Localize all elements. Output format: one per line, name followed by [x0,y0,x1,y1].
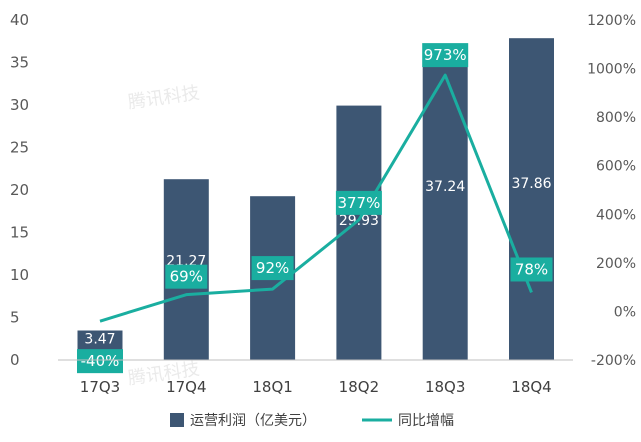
growth-label-text: 377% [337,194,380,212]
growth-label-17Q3: -40% [77,349,123,374]
left-tick-label: 40 [10,11,29,29]
left-tick-label: 5 [10,309,20,327]
right-tick-label: 400% [596,207,636,223]
left-axis: 0 5 10 15 20 25 30 35 40 [10,11,29,369]
watermark-top: 腾讯科技 [127,83,201,114]
left-tick-label: 0 [10,351,20,369]
left-tick-label: 30 [10,96,29,114]
bar-18Q4 [509,38,554,360]
growth-label-box [77,349,123,374]
legend: 运营利润（亿美元） 同比增幅 [170,413,454,429]
x-tick-label: 17Q4 [166,378,206,396]
x-tick-label: 17Q3 [80,378,120,396]
left-tick-label: 20 [10,181,29,199]
right-tick-label: 800% [596,110,636,126]
growth-label-18Q4: 78% [510,257,553,282]
x-tick-label: 18Q1 [252,378,292,396]
bar-value-label: 3.47 [84,332,115,348]
growth-label-box [335,190,382,215]
bar-value-label: 37.24 [425,179,465,195]
legend-bar-swatch [170,413,184,427]
growth-label-text: 92% [256,259,289,277]
legend-bar-label: 运营利润（亿美元） [190,413,316,429]
left-tick-label: 10 [10,266,29,284]
growth-label-18Q3: 973% [422,43,469,68]
right-tick-label: 1200% [587,13,636,29]
x-tick-label: 18Q4 [511,378,551,396]
legend-line-label: 同比增幅 [398,413,454,429]
line-series [99,73,533,323]
growth-label-box [510,257,553,282]
left-tick-label: 25 [10,139,29,157]
x-tick-label: 18Q3 [425,378,465,396]
growth-label-18Q2: 377% [335,190,382,215]
growth-labels: -40% 69% 92% 377% 973% 78% [77,43,553,374]
right-tick-label: 1000% [587,62,636,78]
right-tick-label: -200% [591,353,636,369]
left-tick-label: 15 [10,224,29,242]
right-tick-label: 200% [596,256,636,272]
growth-line [99,73,533,323]
growth-label-text: 69% [170,268,203,286]
growth-label-18Q1: 92% [251,256,294,281]
growth-label-text: -40% [81,352,120,370]
x-tick-label: 18Q2 [339,378,379,396]
growth-label-text: 78% [515,260,548,278]
growth-label-box [165,264,208,289]
bar-18Q3 [422,43,468,361]
right-tick-label: 600% [596,159,636,175]
growth-label-box [251,256,294,281]
right-tick-label: 0% [614,304,636,320]
bar-value-label: 37.86 [511,176,551,192]
left-tick-label: 35 [10,54,29,72]
right-axis: -200% 0% 200% 400% 600% 800% 1000% 1200% [587,13,636,369]
x-axis: 17Q3 17Q4 18Q1 18Q2 18Q3 18Q4 [58,359,573,396]
growth-label-text: 973% [424,46,467,64]
growth-label-17Q4: 69% [165,264,208,289]
growth-label-box [422,43,469,68]
